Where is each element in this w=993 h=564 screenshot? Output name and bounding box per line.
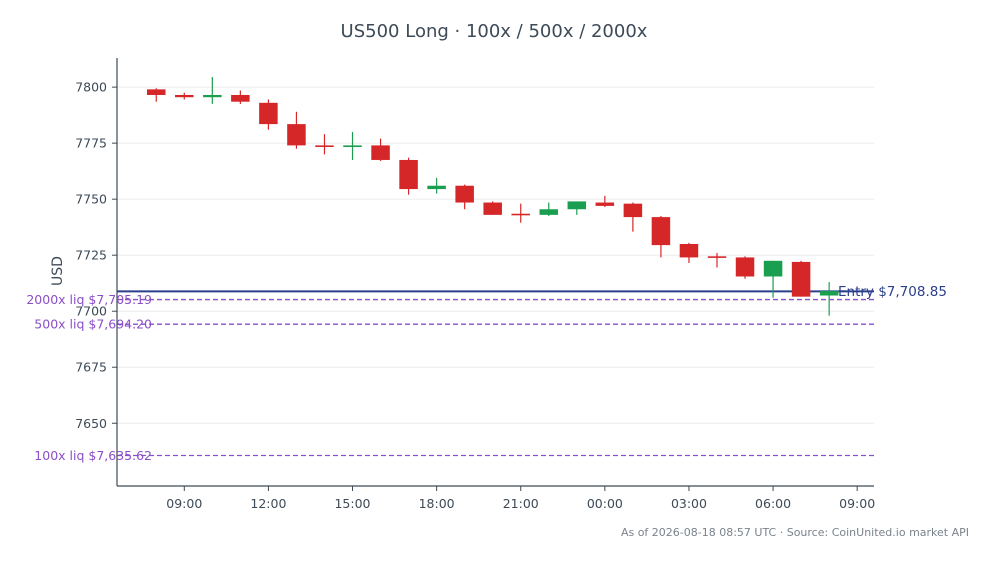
candle-body	[707, 256, 727, 258]
candle-body	[343, 145, 362, 147]
candle-body	[623, 203, 643, 218]
candle-body	[791, 261, 811, 297]
candle-body	[763, 260, 783, 277]
x-tick-label: 09:00	[166, 496, 202, 511]
candle-body	[259, 102, 278, 125]
footer-note: As of 2026-08-18 08:57 UTC · Source: Coi…	[620, 526, 969, 539]
candle-body	[175, 94, 194, 98]
candle-body	[679, 243, 699, 258]
y-axis-label: USD	[50, 256, 66, 286]
x-tick-label: 15:00	[334, 496, 370, 511]
y-tick-label: 7800	[75, 80, 107, 95]
candle-body	[483, 202, 502, 215]
x-tick-label: 03:00	[671, 496, 707, 511]
candle-body	[287, 124, 306, 146]
y-tick-label: 7725	[75, 248, 107, 263]
price-levels	[117, 290, 874, 457]
candle-body	[455, 185, 474, 203]
x-tick-label: 18:00	[419, 496, 455, 511]
x-ticks: 09:00 12:00 15:00 18:00 21:00 00:00 03:00 06:00…	[166, 486, 875, 511]
grid-lines	[117, 86, 874, 424]
x-tick-label: 12:00	[250, 496, 286, 511]
x-tick-label: 06:00	[755, 496, 791, 511]
candle-body	[511, 213, 530, 216]
candle-body	[371, 145, 390, 160]
x-tick-label: 00:00	[587, 496, 623, 511]
y-tick-label: 7675	[75, 360, 107, 375]
candle-body	[315, 145, 334, 147]
x-tick-label: 21:00	[503, 496, 539, 511]
candle-body	[203, 94, 222, 98]
candle-body	[427, 185, 446, 190]
candle-body	[567, 201, 587, 210]
candle-body	[595, 202, 615, 206]
x-tick-label: 09:00	[839, 496, 875, 511]
y-tick-label: 7750	[75, 192, 107, 207]
candles	[146, 77, 839, 316]
y-tick-label: 7700	[75, 304, 107, 319]
candle-body	[651, 217, 671, 246]
candle-body	[231, 94, 250, 102]
y-ticks: 7650 7675 7700 7725 7750 7775 7800	[75, 80, 117, 431]
candle-body	[539, 209, 559, 215]
candle-body	[819, 291, 839, 296]
entry-label: Entry $7,708.85	[838, 284, 947, 300]
liquidation-label: 500x liq $7,694.20	[34, 317, 152, 332]
y-tick-label: 7650	[75, 416, 107, 431]
candle-body	[146, 89, 166, 95]
liquidation-label: 100x liq $7,635.62	[34, 448, 152, 463]
chart-title: US500 Long · 100x / 500x / 2000x	[341, 21, 648, 42]
candle-body	[735, 257, 755, 277]
candle-body	[399, 159, 418, 190]
axes	[116, 58, 874, 487]
y-tick-label: 7775	[75, 136, 107, 151]
liquidation-label: 2000x liq $7,705.19	[26, 292, 152, 307]
level-labels: Entry $7,708.85 2000x liq $7,705.19 500x l…	[26, 284, 947, 463]
